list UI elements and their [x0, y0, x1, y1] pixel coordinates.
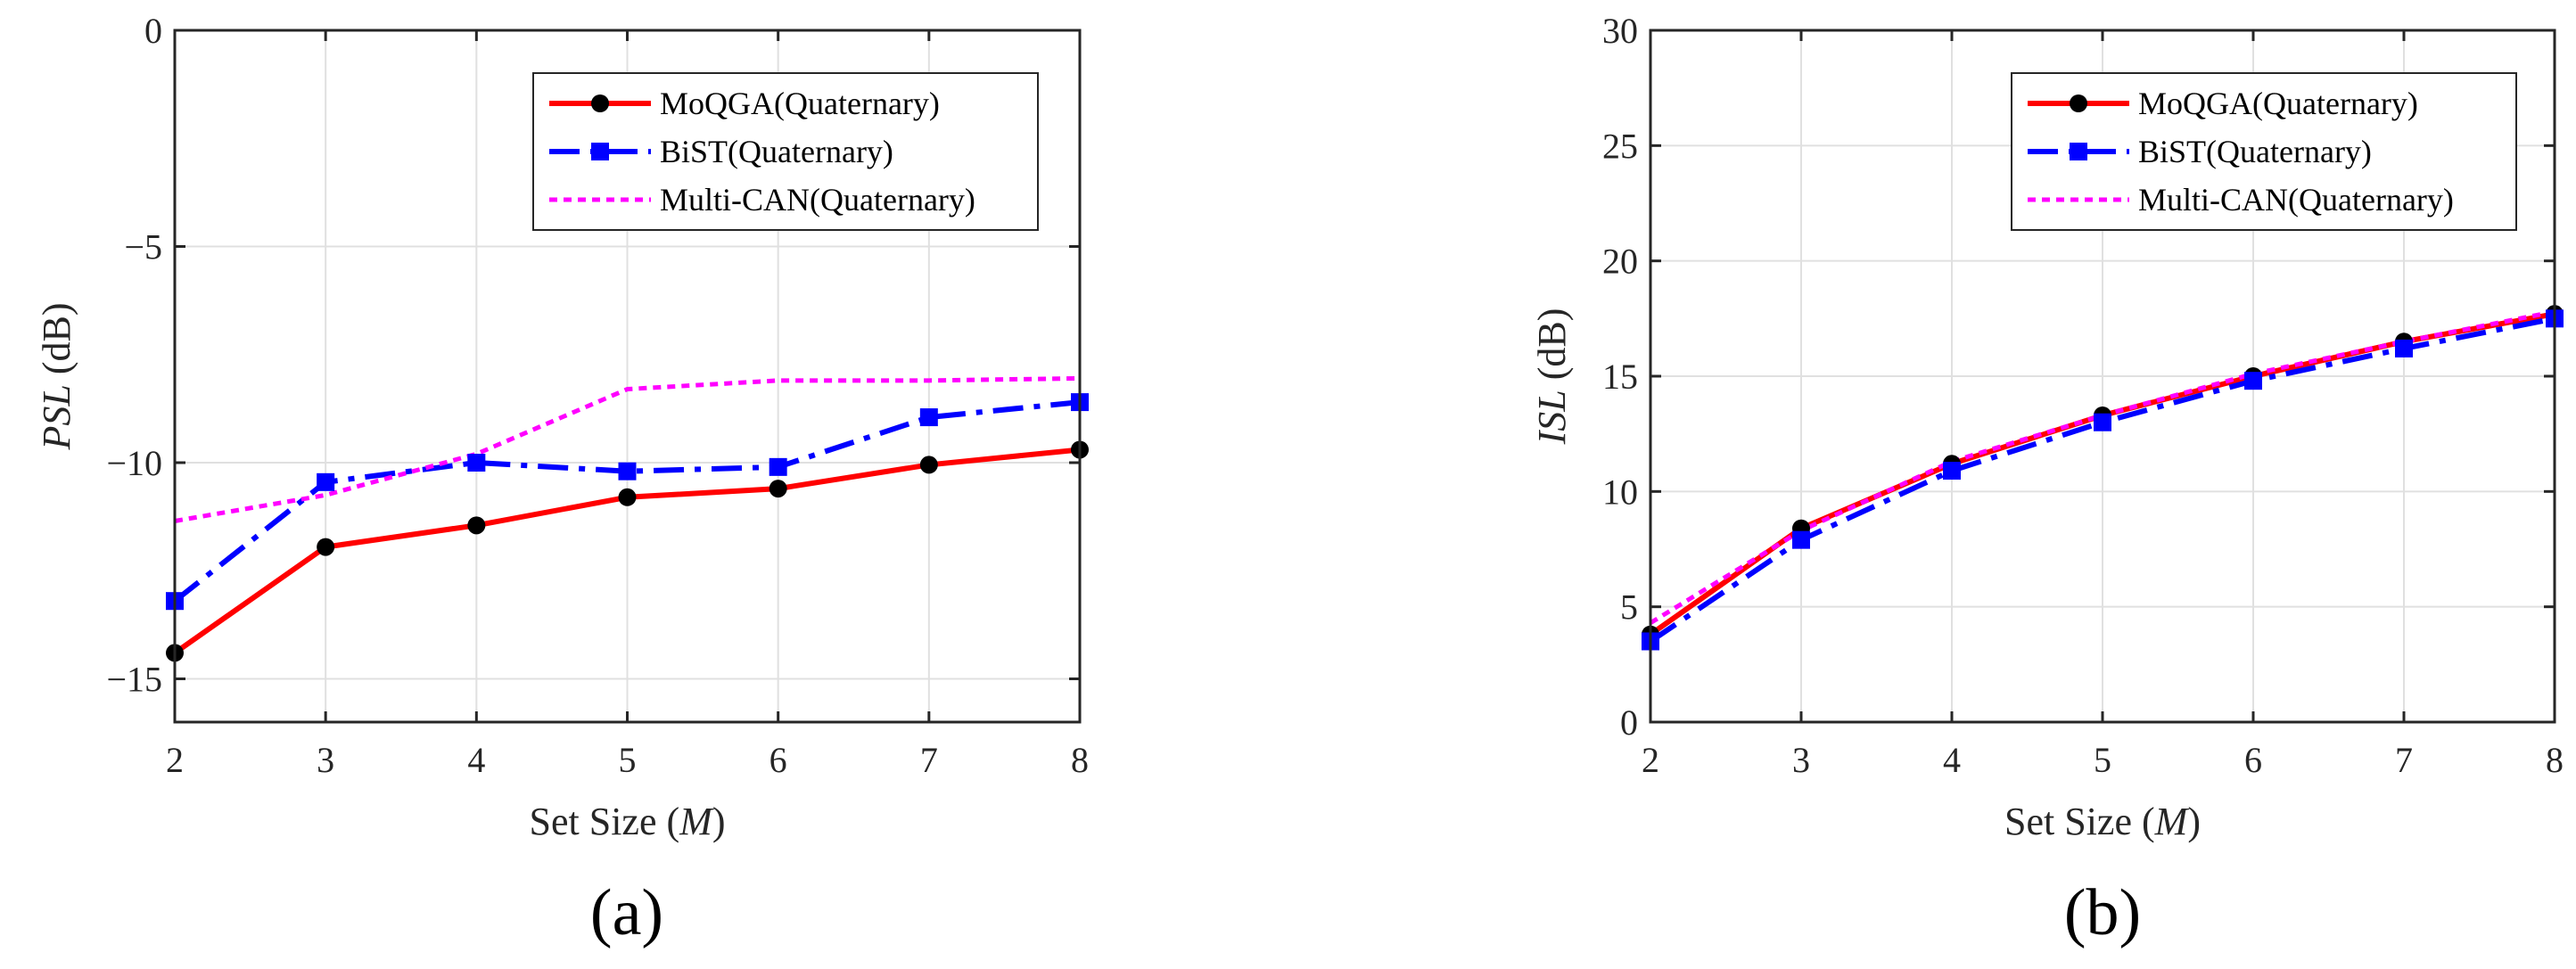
legend-marker-circle	[591, 94, 609, 112]
x-tick-label: 8	[1071, 740, 1089, 780]
data-point-circle	[467, 516, 486, 535]
y-tick-label: −10	[106, 443, 162, 483]
legend: MoQGA(Quaternary) BiST(Quaternary) Multi-C…	[2011, 72, 2517, 231]
data-point-square	[2094, 413, 2111, 431]
panel-label: (b)	[2064, 876, 2141, 949]
y-tick-label: 15	[1602, 357, 1638, 397]
y-tick-label: 20	[1602, 242, 1638, 282]
series-line-2	[174, 375, 1081, 523]
chart-a: 2 3 4 5 6 7 8 0 −5 −10 −15 Set Size (M) PSL (dB) MoQG…	[35, 11, 1089, 949]
legend-label-1: BiST(Quaternary)	[2138, 134, 2372, 169]
y-tick-label: −15	[106, 660, 162, 700]
x-tick-label: 4	[467, 740, 485, 780]
legend-label-2: Multi-CAN(Quaternary)	[2138, 182, 2454, 218]
y-tick-label: −5	[124, 227, 162, 267]
data-point-square	[769, 457, 787, 476]
data-point-square	[2244, 372, 2262, 390]
data-point-square	[919, 408, 938, 427]
chart-b: 2 3 4 5 6 7 8 0 5 10 15 20 25 30 Set Size (M) ISL (dB) M…	[1530, 11, 2564, 949]
legend-label-0: MoQGA(Quaternary)	[2138, 86, 2418, 121]
x-tick-label: 8	[2546, 740, 2564, 780]
x-tick-label: 6	[770, 740, 787, 780]
y-tick-label: 0	[144, 11, 162, 51]
data-point-circle	[769, 480, 787, 498]
data-point-square	[1943, 462, 1961, 480]
data-point-square	[2395, 339, 2413, 357]
y-axis-label: ISL (dB)	[1530, 308, 1574, 446]
data-point-square	[618, 462, 637, 480]
legend-marker-square	[2070, 143, 2087, 160]
y-tick-label: 25	[1602, 126, 1638, 166]
x-axis-label: Set Size (M)	[2004, 800, 2201, 843]
x-tick-label: 4	[1943, 740, 1961, 780]
data-point-circle	[618, 488, 637, 506]
data-point-circle	[919, 456, 938, 474]
x-tick-label: 6	[2244, 740, 2262, 780]
x-axis-label: Set Size (M)	[530, 800, 726, 843]
x-tick-label: 2	[1642, 740, 1659, 780]
legend-label-2: Multi-CAN(Quaternary)	[660, 182, 975, 218]
data-point-circle	[317, 538, 335, 556]
x-tick-label: 7	[920, 740, 938, 780]
y-tick-label: 5	[1620, 587, 1638, 628]
data-point-square	[317, 472, 335, 491]
x-tick-label: 7	[2395, 740, 2413, 780]
x-tick-label: 3	[1792, 740, 1810, 780]
panel-label: (a)	[590, 876, 663, 949]
data-point-square	[1792, 530, 1810, 549]
legend-label-0: MoQGA(Quaternary)	[660, 86, 940, 121]
legend: MoQGA(Quaternary) BiST(Quaternary) Multi-C…	[532, 72, 1039, 231]
y-tick-label: 0	[1620, 702, 1638, 743]
x-tick-label: 3	[317, 740, 334, 780]
y-tick-label: 30	[1602, 11, 1638, 51]
x-tick-label: 5	[2094, 740, 2111, 780]
legend-label-1: BiST(Quaternary)	[660, 134, 893, 169]
y-tick-label: 10	[1602, 472, 1638, 512]
data-point-square	[467, 454, 486, 472]
x-tick-label: 5	[619, 740, 637, 780]
legend-marker-circle	[2070, 94, 2087, 112]
legend-marker-square	[591, 143, 609, 160]
y-axis-label: PSL (dB)	[35, 302, 78, 450]
x-tick-label: 2	[166, 740, 184, 780]
